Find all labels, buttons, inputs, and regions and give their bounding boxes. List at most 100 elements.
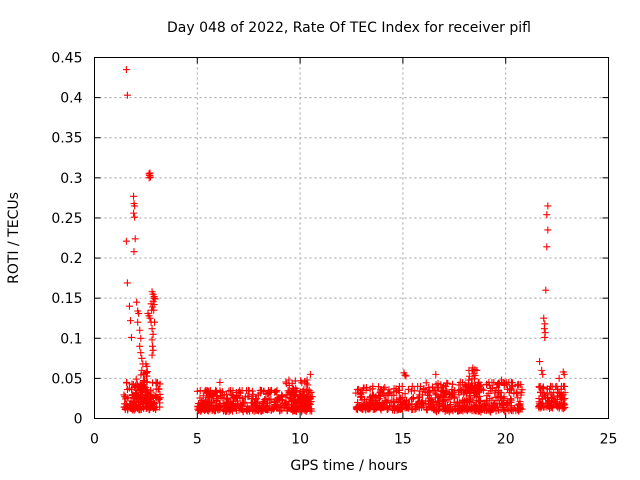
data-point — [408, 382, 416, 390]
data-point — [143, 362, 151, 370]
data-point — [477, 397, 485, 405]
data-point — [441, 407, 449, 415]
data-point — [137, 349, 145, 357]
data-point — [514, 382, 522, 390]
data-point — [543, 400, 551, 408]
data-point — [434, 384, 442, 392]
data-point — [300, 386, 308, 394]
data-point — [126, 317, 134, 325]
data-point — [407, 387, 415, 395]
data-point — [140, 370, 148, 378]
data-point — [122, 66, 130, 74]
x-tick-label: 0 — [90, 432, 99, 448]
data-point — [149, 330, 157, 338]
data-point — [208, 390, 216, 398]
data-point — [553, 402, 561, 410]
data-point — [448, 385, 456, 393]
data-point — [543, 385, 551, 393]
data-point — [267, 395, 275, 403]
data-point — [256, 405, 264, 413]
data-point — [516, 404, 524, 412]
data-point — [352, 389, 360, 397]
data-point — [244, 392, 252, 400]
data-point — [134, 318, 142, 326]
data-point — [130, 248, 138, 256]
data-point — [513, 389, 521, 397]
data-point — [277, 396, 285, 404]
data-point — [249, 390, 257, 398]
x-tick-label: 15 — [394, 432, 412, 448]
data-point — [491, 387, 499, 395]
data-point — [239, 405, 247, 413]
data-point — [128, 333, 136, 341]
data-point — [400, 400, 408, 408]
data-point — [435, 407, 443, 415]
data-point — [472, 401, 480, 409]
axis-ticks: 0 0.05 0.1 0.15 0.2 0.25 0.3 0.35 0.4 0.45 0 5 10 15 2… — [51, 51, 617, 448]
data-point — [293, 404, 301, 412]
data-point — [223, 407, 231, 415]
data-point — [540, 325, 548, 333]
data-point — [433, 400, 441, 408]
data-point — [430, 386, 438, 394]
data-point — [264, 386, 272, 394]
data-point — [151, 318, 159, 326]
x-tick-label: 10 — [291, 432, 309, 448]
data-point — [307, 405, 315, 413]
data-point — [296, 393, 304, 401]
data-point — [138, 354, 146, 362]
data-point — [474, 383, 482, 391]
data-point — [149, 346, 157, 354]
data-point — [466, 396, 474, 404]
data-point — [138, 366, 146, 374]
data-point — [133, 380, 141, 388]
data-point — [430, 406, 438, 414]
data-point — [146, 314, 154, 322]
data-point — [354, 386, 362, 394]
data-point — [216, 378, 224, 386]
data-point — [482, 402, 490, 410]
data-point — [378, 403, 386, 411]
data-point — [439, 393, 447, 401]
data-point — [360, 384, 368, 392]
data-point — [450, 393, 458, 401]
data-point — [498, 376, 506, 384]
data-point — [270, 404, 278, 412]
data-point — [146, 173, 154, 181]
data-point — [377, 387, 385, 395]
data-point — [420, 402, 428, 410]
data-point — [508, 407, 516, 415]
data-point — [518, 386, 526, 394]
data-point — [548, 382, 556, 390]
y-tick-label: 0.35 — [51, 131, 82, 147]
data-point — [210, 395, 218, 403]
data-point — [375, 383, 383, 391]
y-tick-label: 0.15 — [51, 291, 82, 307]
data-point — [542, 286, 550, 294]
data-point — [508, 383, 516, 391]
data-point — [132, 375, 140, 383]
data-point — [507, 396, 515, 404]
data-point — [148, 325, 156, 333]
data-point — [264, 406, 272, 414]
data-point — [354, 398, 362, 406]
data-point — [148, 342, 156, 350]
data-point — [366, 385, 374, 393]
data-point — [380, 391, 388, 399]
data-point — [438, 386, 446, 394]
grid-lines — [94, 57, 609, 419]
data-point — [398, 382, 406, 390]
data-point — [495, 388, 503, 396]
data-point — [543, 211, 551, 219]
data-point — [375, 392, 383, 400]
data-point — [427, 396, 435, 404]
data-point — [541, 333, 549, 341]
data-point — [148, 393, 156, 401]
data-point — [240, 398, 248, 406]
y-tick-label: 0.3 — [60, 171, 82, 187]
data-point — [447, 406, 455, 414]
data-point — [557, 382, 565, 390]
data-point — [276, 407, 284, 415]
data-point — [123, 379, 131, 387]
y-tick-label: 0.2 — [60, 251, 82, 267]
